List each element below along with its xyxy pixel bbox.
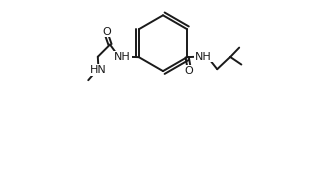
Text: O: O xyxy=(102,27,111,37)
Text: HN: HN xyxy=(90,65,107,75)
Text: NH: NH xyxy=(195,52,212,62)
Text: O: O xyxy=(185,66,193,76)
Text: NH: NH xyxy=(114,52,131,62)
